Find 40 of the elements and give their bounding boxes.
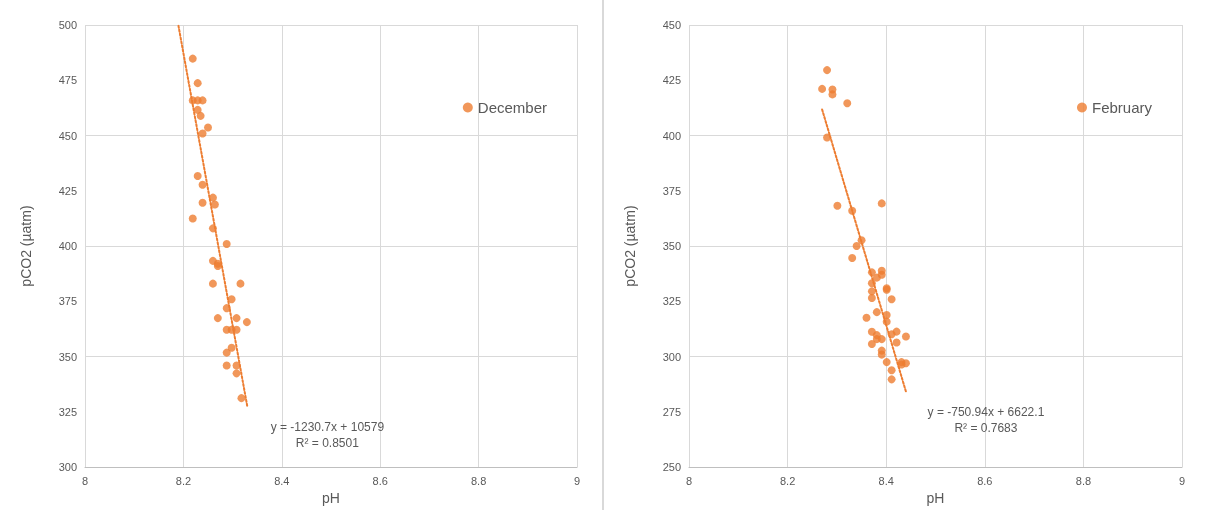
x-tick-label: 8.2 xyxy=(175,474,192,487)
annotation: R² = 0.8501 xyxy=(295,435,360,450)
x-tick-label: 9 xyxy=(1178,474,1186,487)
legend-label: February xyxy=(1091,99,1153,116)
y-tick-label: 325 xyxy=(58,405,77,418)
y-tick-label: 400 xyxy=(58,240,77,253)
y-tick-label: 450 xyxy=(58,129,77,142)
x-tick-label: 8.8 xyxy=(470,474,487,487)
y-axis-title: pCO2 (µatm) xyxy=(622,205,638,287)
x-tick-label: 8.6 xyxy=(977,474,993,487)
x-tick-label: 8.4 xyxy=(878,474,894,487)
y-tick-label: 425 xyxy=(58,184,77,197)
y-tick-label: 500 xyxy=(58,19,77,31)
x-tick-label: 8 xyxy=(685,474,693,487)
y-tick-label: 375 xyxy=(662,184,681,197)
annotation: y = -750.94x + 6622.1 xyxy=(927,404,1045,419)
legend-label: December xyxy=(477,99,548,116)
y-tick-label: 375 xyxy=(58,295,77,308)
x-tick-label: 8.6 xyxy=(372,474,388,487)
annotation: R² = 0.7683 xyxy=(954,420,1018,435)
y-tick-label: 250 xyxy=(662,461,681,474)
y-tick-label: 325 xyxy=(662,295,681,308)
x-tick-label: 8.8 xyxy=(1075,474,1092,487)
y-tick-label: 350 xyxy=(662,240,681,253)
x-tick-label: 9 xyxy=(573,474,581,487)
x-axis-title: pH xyxy=(926,490,945,506)
y-tick-label: 450 xyxy=(662,19,681,31)
y-axis-title: pCO2 (µatm) xyxy=(18,205,34,287)
y-tick-label: 350 xyxy=(58,350,77,363)
x-tick-label: 8.2 xyxy=(779,474,796,487)
x-axis-title: pH xyxy=(322,490,340,506)
annotation: y = -1230.7x + 10579 xyxy=(270,419,385,434)
y-tick-label: 475 xyxy=(58,74,77,87)
y-tick-label: 300 xyxy=(662,350,681,363)
x-tick-label: 8 xyxy=(81,474,89,487)
y-tick-label: 275 xyxy=(662,405,681,418)
y-tick-label: 400 xyxy=(662,129,681,142)
x-tick-label: 8.4 xyxy=(274,474,290,487)
y-tick-label: 425 xyxy=(662,74,681,87)
y-tick-label: 300 xyxy=(58,461,77,474)
